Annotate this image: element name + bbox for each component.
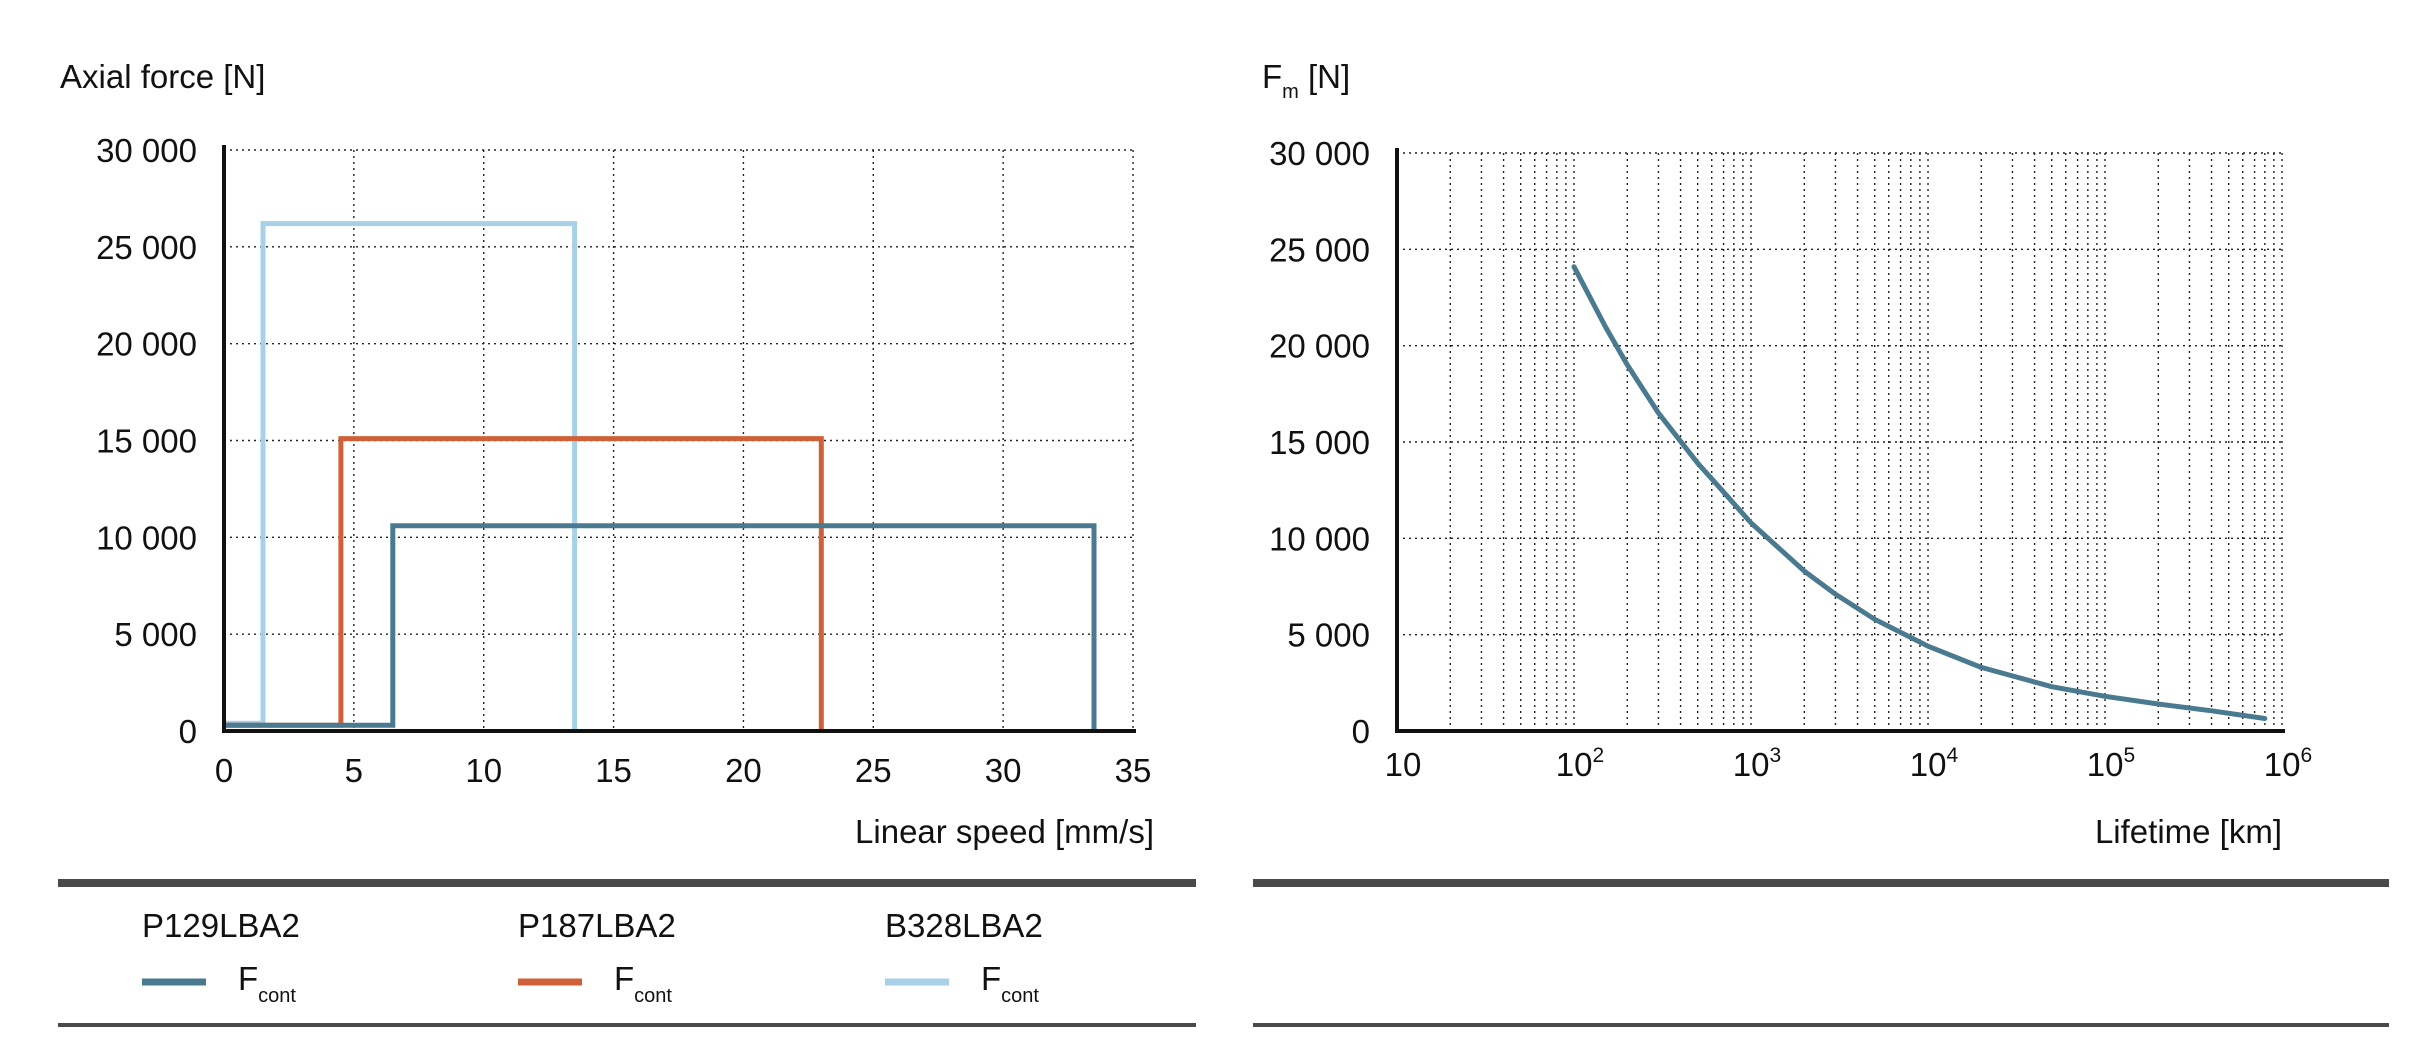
left-y-tick-labels: 0 5 000 10 000 15 000 20 000 25 000 30 000 (96, 132, 197, 750)
left-x-tick-label: 10 (465, 752, 502, 789)
speed-force-chart: Axial force [N] 0 5 000 10 000 15 000 20 000… (60, 58, 1154, 850)
right-y-tick-label: 20 000 (1269, 328, 1370, 365)
right-y-tick-label: 0 (1352, 713, 1370, 750)
right-y-tick-label: 15 000 (1269, 424, 1370, 461)
right-x-tick-label: 106 (2264, 744, 2312, 783)
left-y-tick-label: 25 000 (96, 229, 197, 266)
left-x-axis-title: Linear speed [mm/s] (855, 813, 1154, 850)
legend-series-label: Fcont (981, 960, 1039, 1007)
legend-series-name: B328LBA2 (885, 907, 1043, 944)
lifetime-force-chart: Fm [N] 0 5 000 10 000 15 000 20 000 25 000 30 … (1262, 58, 2312, 850)
legend-series-name: P129LBA2 (142, 907, 300, 944)
series-line-b328lba2 (224, 221, 578, 731)
left-x-tick-label: 0 (215, 752, 233, 789)
left-x-tick-label: 5 (345, 752, 363, 789)
series-line-p187lba2 (224, 436, 824, 731)
left-x-tick-label: 25 (855, 752, 892, 789)
legend-panel-right (1253, 879, 2389, 1027)
right-x-tick-label: 104 (1910, 744, 1959, 783)
left-y-tick-label: 20 000 (96, 326, 197, 363)
right-x-axis-title: Lifetime [km] (2095, 813, 2282, 850)
left-y-axis-title: Axial force [N] (60, 58, 265, 95)
legend-bottom-rule-right (1253, 1023, 2389, 1027)
left-y-tick-label: 30 000 (96, 132, 197, 169)
right-y-tick-labels: 0 5 000 10 000 15 000 20 000 25 000 30 000 (1269, 135, 1370, 750)
left-y-tick-label: 15 000 (96, 423, 197, 460)
right-y-axis-title: Fm [N] (1262, 58, 1350, 103)
legend-series-label: Fcont (238, 960, 296, 1007)
legend-entry-p129lba2: P129LBA2 Fcont (142, 907, 300, 1007)
left-y-tick-label: 0 (179, 713, 197, 750)
lifetime-curve-p129lba2 (1571, 264, 2268, 721)
right-y-tick-label: 25 000 (1269, 231, 1370, 268)
legend-top-rule-right (1253, 879, 2389, 887)
right-x-tick-label: 102 (1556, 744, 1604, 783)
right-series-lines (1571, 264, 2268, 721)
left-grid (224, 149, 1134, 731)
legend-panel-left: P129LBA2 Fcont P187LBA2 Fcont B328LBA2 F… (58, 879, 1196, 1027)
left-x-tick-label: 35 (1115, 752, 1152, 789)
right-x-tick-label: 10 (1385, 746, 1422, 783)
left-series-lines (224, 221, 1097, 731)
left-y-tick-label: 5 000 (114, 616, 197, 653)
right-x-tick-label: 103 (1733, 744, 1781, 783)
series-line-p129lba2 (224, 523, 1097, 731)
left-x-tick-label: 30 (985, 752, 1022, 789)
left-y-tick-label: 10 000 (96, 519, 197, 556)
legend-entry-b328lba2: B328LBA2 Fcont (885, 907, 1043, 1007)
right-grid (1397, 152, 2283, 731)
legend-bottom-rule-left (58, 1023, 1196, 1027)
right-x-tick-label: 105 (2087, 744, 2135, 783)
right-y-tick-label: 5 000 (1287, 617, 1370, 654)
right-y-tick-label: 10 000 (1269, 520, 1370, 557)
right-x-tick-labels: 10 102 103 104 105 106 (1385, 744, 2313, 783)
legend-entry-p187lba2: P187LBA2 Fcont (518, 907, 676, 1007)
left-x-tick-label: 15 (595, 752, 632, 789)
legend-top-rule-left (58, 879, 1196, 887)
legend-series-name: P187LBA2 (518, 907, 676, 944)
right-y-tick-label: 30 000 (1269, 135, 1370, 172)
left-x-tick-labels: 0 5 10 15 20 25 30 35 (215, 752, 1152, 789)
legend-series-label: Fcont (614, 960, 672, 1007)
left-x-tick-label: 20 (725, 752, 762, 789)
